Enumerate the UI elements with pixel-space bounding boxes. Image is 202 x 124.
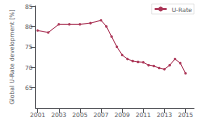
svg-text:2001: 2001 — [30, 111, 45, 118]
svg-text:2015: 2015 — [178, 111, 193, 118]
svg-text:75: 75 — [25, 43, 33, 50]
svg-text:2011: 2011 — [136, 111, 151, 118]
svg-text:2003: 2003 — [51, 111, 66, 118]
svg-text:2007: 2007 — [93, 111, 108, 118]
svg-text:70: 70 — [25, 64, 33, 71]
svg-text:85: 85 — [25, 3, 33, 10]
svg-text:Global U-Rate development [%]: Global U-Rate development [%] — [8, 9, 16, 104]
svg-text:2009: 2009 — [115, 111, 130, 118]
svg-text:80: 80 — [25, 23, 33, 30]
svg-text:2013: 2013 — [157, 111, 172, 118]
svg-text:2005: 2005 — [72, 111, 87, 118]
svg-text:65: 65 — [25, 84, 33, 91]
svg-text:U-Rate: U-Rate — [172, 6, 193, 13]
